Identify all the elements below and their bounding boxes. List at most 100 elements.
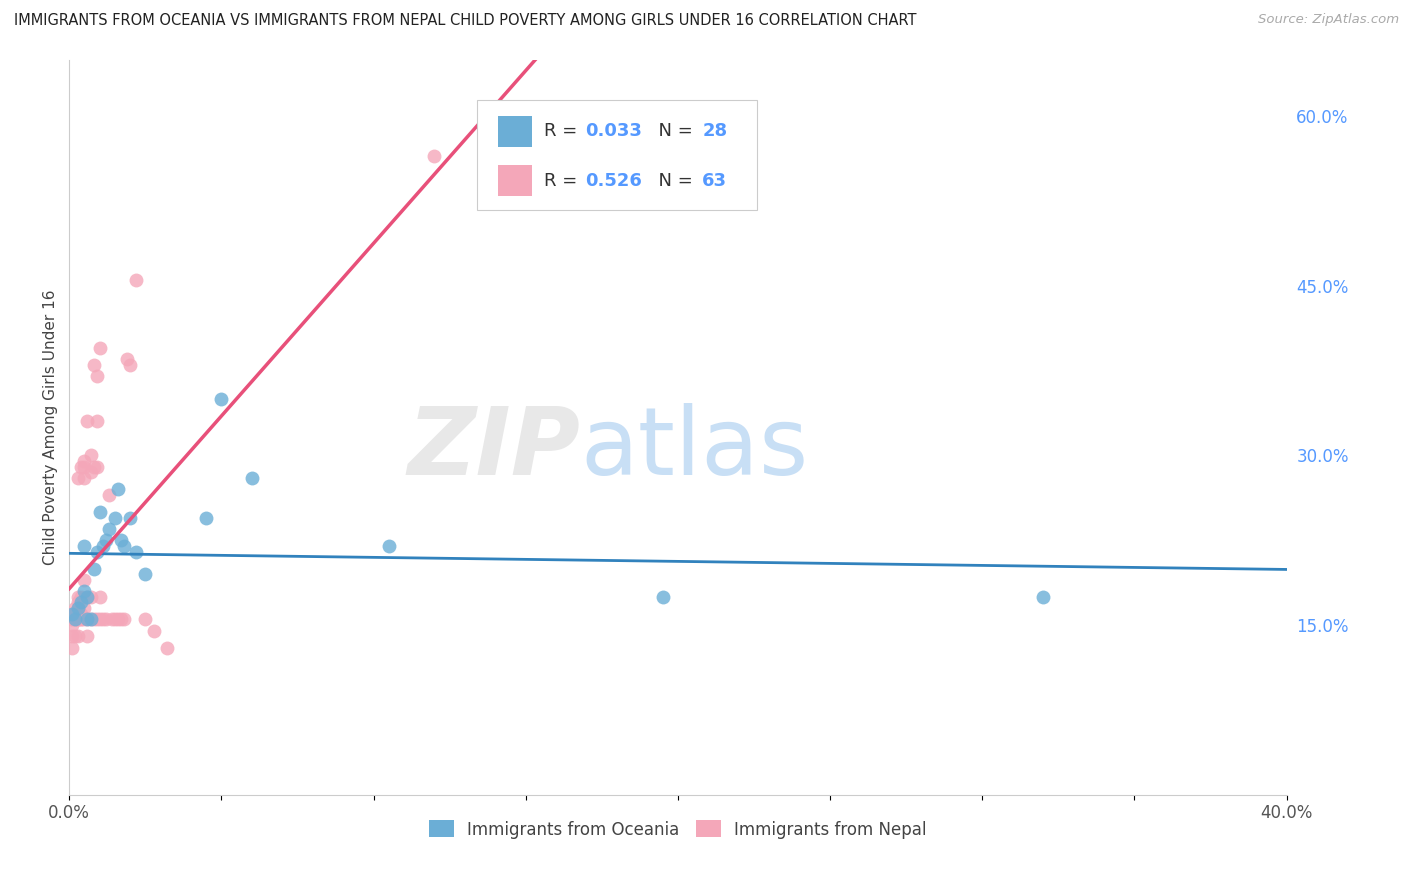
- Point: [60, 612, 83, 626]
- Point: [423, 149, 446, 163]
- Point: [67, 612, 90, 626]
- Point: [86, 612, 108, 626]
- Point: [195, 510, 218, 524]
- Point: [110, 533, 132, 548]
- Point: [89, 505, 111, 519]
- Point: [89, 341, 111, 355]
- Point: [67, 595, 90, 609]
- Point: [73, 454, 96, 468]
- Point: [73, 471, 96, 485]
- Point: [60, 607, 83, 621]
- Point: [97, 522, 120, 536]
- Point: [91, 612, 114, 626]
- Point: [76, 590, 98, 604]
- Point: [83, 612, 105, 626]
- Point: [209, 392, 232, 406]
- Point: [91, 539, 114, 553]
- Point: [86, 459, 108, 474]
- Point: [76, 590, 98, 604]
- Point: [104, 510, 127, 524]
- Point: [79, 612, 101, 626]
- Point: [79, 612, 101, 626]
- Point: [73, 612, 96, 626]
- Point: [86, 369, 108, 384]
- Point: [120, 510, 142, 524]
- Point: [76, 612, 98, 626]
- Point: [86, 544, 108, 558]
- Point: [60, 629, 83, 643]
- Point: [76, 629, 98, 643]
- Point: [240, 471, 263, 485]
- Point: [120, 358, 142, 372]
- Point: [101, 612, 124, 626]
- Point: [104, 612, 127, 626]
- Text: atlas: atlas: [581, 403, 808, 495]
- Point: [65, 612, 87, 626]
- Text: N =: N =: [648, 172, 699, 190]
- Point: [112, 539, 135, 553]
- Point: [97, 488, 120, 502]
- Text: 28: 28: [702, 122, 727, 141]
- Text: 63: 63: [702, 172, 727, 190]
- Point: [67, 607, 90, 621]
- Text: IMMIGRANTS FROM OCEANIA VS IMMIGRANTS FROM NEPAL CHILD POVERTY AMONG GIRLS UNDER: IMMIGRANTS FROM OCEANIA VS IMMIGRANTS FR…: [14, 13, 917, 29]
- Point: [73, 601, 96, 615]
- Point: [67, 612, 90, 626]
- Point: [86, 415, 108, 429]
- Point: [60, 618, 83, 632]
- Point: [89, 590, 111, 604]
- Text: R =: R =: [544, 122, 583, 141]
- Point: [67, 629, 90, 643]
- Point: [125, 544, 148, 558]
- Point: [73, 459, 96, 474]
- Point: [79, 466, 101, 480]
- Point: [70, 612, 93, 626]
- Point: [112, 612, 135, 626]
- Point: [115, 352, 138, 367]
- Text: R =: R =: [544, 172, 583, 190]
- Point: [67, 471, 90, 485]
- Text: ZIP: ZIP: [408, 403, 581, 495]
- Point: [65, 629, 87, 643]
- Point: [378, 539, 401, 553]
- Legend: Immigrants from Oceania, Immigrants from Nepal: Immigrants from Oceania, Immigrants from…: [422, 814, 934, 846]
- Point: [83, 358, 105, 372]
- Point: [83, 459, 105, 474]
- Point: [73, 573, 96, 587]
- Point: [143, 624, 166, 638]
- FancyBboxPatch shape: [498, 165, 531, 196]
- FancyBboxPatch shape: [498, 116, 531, 147]
- Point: [1032, 590, 1054, 604]
- Point: [60, 612, 83, 626]
- Point: [73, 584, 96, 599]
- Text: Source: ZipAtlas.com: Source: ZipAtlas.com: [1258, 13, 1399, 27]
- Point: [79, 449, 101, 463]
- Point: [134, 567, 156, 582]
- Point: [65, 607, 87, 621]
- Point: [89, 612, 111, 626]
- Point: [651, 590, 673, 604]
- Point: [65, 612, 87, 626]
- Point: [110, 612, 132, 626]
- Y-axis label: Child Poverty Among Girls Under 16: Child Poverty Among Girls Under 16: [44, 289, 58, 565]
- Point: [67, 601, 90, 615]
- Point: [65, 601, 87, 615]
- Point: [79, 590, 101, 604]
- Point: [134, 612, 156, 626]
- FancyBboxPatch shape: [477, 100, 756, 211]
- Point: [83, 561, 105, 575]
- Point: [70, 595, 93, 609]
- Point: [70, 607, 93, 621]
- Point: [67, 590, 90, 604]
- Point: [125, 273, 148, 287]
- Text: N =: N =: [648, 122, 699, 141]
- Point: [70, 590, 93, 604]
- Point: [76, 415, 98, 429]
- Point: [156, 640, 179, 655]
- Point: [70, 459, 93, 474]
- Text: 0.526: 0.526: [585, 172, 643, 190]
- Point: [70, 612, 93, 626]
- Point: [107, 612, 129, 626]
- Point: [73, 539, 96, 553]
- Point: [67, 601, 90, 615]
